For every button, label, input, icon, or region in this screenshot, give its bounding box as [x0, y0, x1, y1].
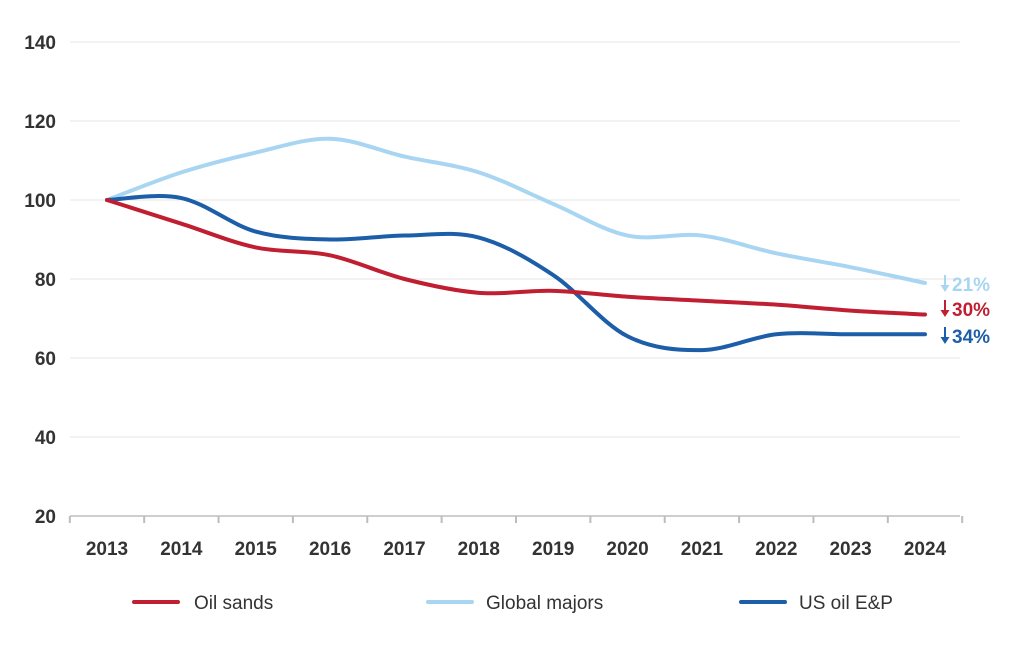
x-tick-label: 2013 — [86, 539, 128, 560]
change-labels: 21% 30% 34% — [940, 275, 990, 348]
y-tick-label: 80 — [35, 270, 56, 291]
x-tick-label: 2018 — [458, 539, 500, 560]
y-tick-label: 40 — [35, 428, 56, 449]
gridlines — [70, 41, 960, 438]
x-tick-label: 2016 — [309, 539, 351, 560]
legend-item: US oil E&P — [739, 593, 893, 614]
legend-label: Global majors — [486, 593, 603, 614]
legend-item: Global majors — [426, 593, 603, 614]
y-tick-label: 60 — [35, 349, 56, 370]
x-tick-label: 2014 — [160, 539, 203, 560]
x-tick-label: 2017 — [383, 539, 425, 560]
legend-label: Oil sands — [194, 593, 273, 614]
series-line-oil-sands — [105, 198, 927, 317]
change-label: 34% — [952, 327, 990, 348]
x-tick-label: 2023 — [829, 539, 871, 560]
y-tick-label: 100 — [24, 191, 56, 212]
x-tick-label: 2020 — [606, 539, 648, 560]
series-line-us-oil-e-p — [105, 194, 927, 353]
down-arrow-head-icon — [940, 285, 950, 292]
y-tick-label: 120 — [24, 112, 56, 133]
change-label: 21% — [952, 275, 990, 296]
x-tick-label: 2024 — [904, 539, 947, 560]
x-tick-label: 2019 — [532, 539, 574, 560]
y-axis: 20 40 60 80 100 120 140 — [24, 33, 56, 528]
legend-label: US oil E&P — [799, 593, 893, 614]
change-label-group: 30% — [940, 300, 990, 321]
series-lines — [105, 136, 927, 353]
x-tick-label: 2015 — [235, 539, 278, 560]
x-tick-label: 2022 — [755, 539, 797, 560]
y-tick-label: 20 — [35, 507, 56, 528]
change-label-group: 34% — [940, 327, 990, 348]
down-arrow-head-icon — [940, 310, 950, 317]
change-label: 30% — [952, 300, 990, 321]
down-arrow-head-icon — [940, 337, 950, 344]
x-axis-labels: 2013 2014 2015 2016 2017 2018 2019 2020 2021 2022… — [86, 539, 947, 560]
change-label-group: 21% — [940, 275, 990, 296]
y-tick-label: 140 — [24, 33, 56, 54]
series-line-global-majors — [105, 136, 927, 285]
legend: Oil sands Global majors US oil E&P — [132, 593, 893, 614]
x-tick-label: 2021 — [681, 539, 724, 560]
legend-item: Oil sands — [132, 593, 273, 614]
x-axis — [68, 515, 964, 523]
